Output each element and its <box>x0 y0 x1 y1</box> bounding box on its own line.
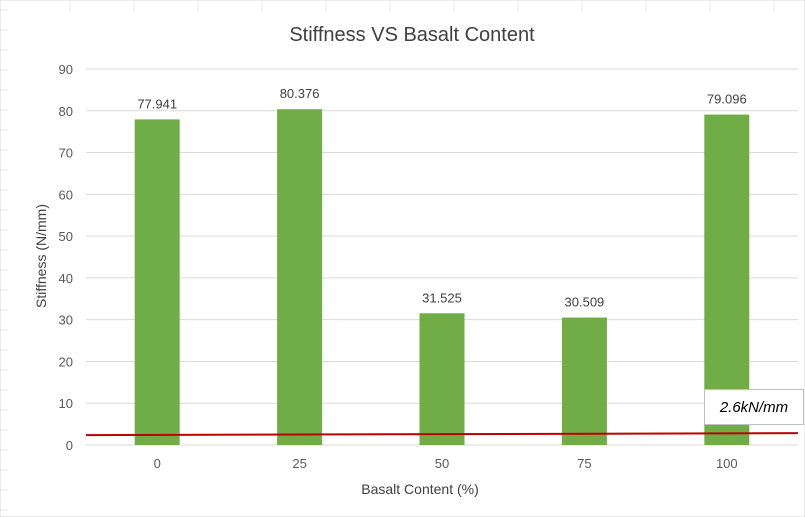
y-tick-label: 80 <box>59 104 73 119</box>
data-labels: 77.941 80.376 31.525 30.509 79.096 <box>137 86 746 309</box>
bar-0 <box>134 119 180 445</box>
data-label-25: 80.376 <box>280 86 320 101</box>
x-tick-label-25: 25 <box>292 456 306 471</box>
annotation-textbox: 2.6kN/mm <box>704 389 804 425</box>
y-tick-label: 30 <box>59 313 73 328</box>
data-label-0: 77.941 <box>137 96 177 111</box>
y-tick-label: 20 <box>59 354 73 369</box>
x-tick-label-75: 75 <box>577 456 591 471</box>
bar-75 <box>561 317 607 445</box>
y-tick-label: 0 <box>66 438 73 453</box>
y-tick-label: 50 <box>59 229 73 244</box>
x-axis-ticks: 0 25 50 75 100 <box>154 456 738 471</box>
x-tick-label-50: 50 <box>435 456 449 471</box>
y-tick-label: 40 <box>59 271 73 286</box>
data-label-50: 31.525 <box>422 290 462 305</box>
bar-series <box>134 109 750 445</box>
y-tick-label: 60 <box>59 187 73 202</box>
x-tick-label-0: 0 <box>154 456 161 471</box>
bar-25 <box>277 109 323 445</box>
reference-line <box>85 432 799 437</box>
bar-50 <box>419 313 465 445</box>
y-axis-title: Stiffness (N/mm) <box>33 204 49 308</box>
y-tick-label: 70 <box>59 146 73 161</box>
y-tick-label: 10 <box>59 396 73 411</box>
data-label-75: 30.509 <box>565 295 605 310</box>
spreadsheet-gridlines <box>0 0 775 511</box>
y-tick-label: 90 <box>59 62 73 77</box>
data-label-100: 79.096 <box>707 92 747 107</box>
y-axis-ticks: 0 10 20 30 40 50 60 70 80 90 <box>59 62 73 453</box>
x-axis-title: Basalt Content (%) <box>361 481 479 497</box>
chart-title: Stiffness VS Basalt Content <box>289 24 535 46</box>
x-tick-label-100: 100 <box>716 456 738 471</box>
